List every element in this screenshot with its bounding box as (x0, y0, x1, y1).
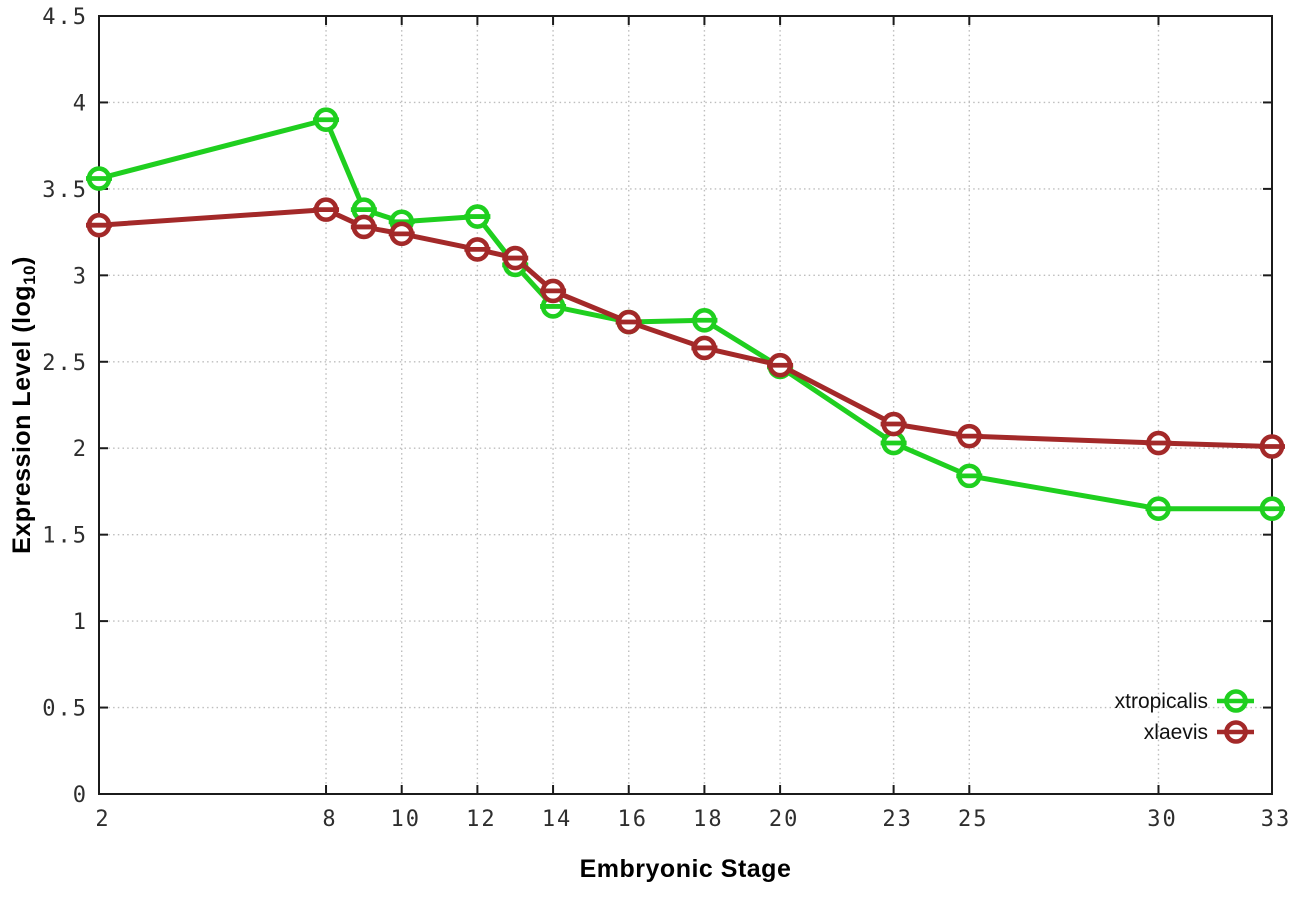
y-tick-label: 2 (73, 437, 88, 462)
y-tick-label: 0 (73, 783, 88, 808)
legend-label-xtropicalis: xtropicalis (1115, 690, 1208, 713)
y-tick-label: 4.5 (42, 5, 88, 30)
plot-border (98, 15, 1273, 795)
y-axis-title: Expression Level (log10) (8, 256, 40, 554)
x-tick-label: 10 (390, 807, 421, 832)
x-tick-label: 2 (95, 807, 110, 832)
y-axis-title-prefix: Expression Level (log (8, 284, 36, 554)
tick-labels: 2 8 10 12 14 16 18 20 23 25 30 33 0 0.5 1 1.5 2 2.5 3 3.5 4 4… (42, 5, 1292, 832)
y-tick-label: 1.5 (42, 524, 88, 549)
y-tick-label: 3.5 (42, 178, 88, 203)
x-tick-label: 16 (617, 807, 648, 832)
x-tick-label: 25 (958, 807, 989, 832)
y-axis-title-suffix: ) (8, 256, 36, 265)
series-xlaevis (86, 197, 1285, 459)
y-tick-label: 4 (73, 91, 88, 116)
y-tick-label: 0.5 (42, 697, 88, 722)
legend-entry-xtropicalis: xtropicalis (1115, 689, 1254, 713)
x-tick-label: 23 (882, 807, 913, 832)
series-xtropicalis (86, 107, 1285, 522)
x-tick-label: 30 (1147, 807, 1178, 832)
x-axis-title: Embryonic Stage (579, 855, 792, 883)
x-tick-label: 20 (769, 807, 800, 832)
series-line-xlaevis (96, 207, 1275, 449)
x-tick-label: 8 (322, 807, 337, 832)
legend-entry-xlaevis: xlaevis (1144, 720, 1254, 744)
y-tick-label: 3 (73, 264, 88, 289)
x-tick-label: 14 (542, 807, 573, 832)
x-tick-label: 12 (466, 807, 497, 832)
x-tick-label: 18 (693, 807, 724, 832)
legend-label-xlaevis: xlaevis (1144, 721, 1208, 744)
x-tick-label: 33 (1261, 807, 1292, 832)
legend: xtropicalis xlaevis (1115, 689, 1254, 744)
y-tick-label: 1 (73, 610, 88, 635)
series-line-xtropicalis (96, 117, 1275, 512)
y-tick-label: 2.5 (42, 351, 88, 376)
y-axis-title-subscript: 10 (20, 264, 39, 285)
